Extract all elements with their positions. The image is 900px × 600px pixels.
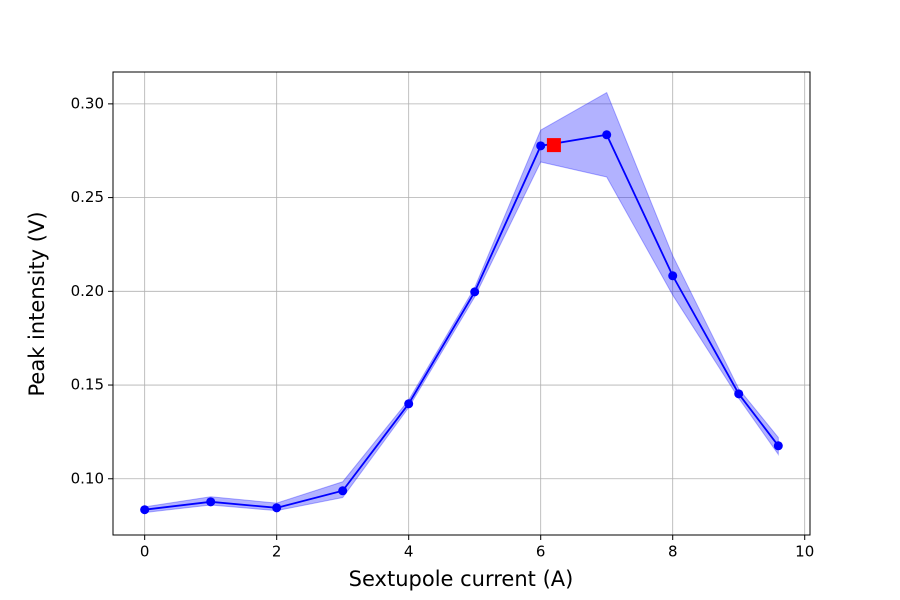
y-tick-label: 0.30 [71,94,104,112]
y-axis-label: Peak intensity (V) [25,211,49,396]
y-tick-label: 0.20 [71,282,104,300]
x-tick-label: 4 [404,543,414,561]
y-tick-label: 0.10 [71,469,104,487]
point [338,486,348,496]
highlight-marker [546,138,561,153]
plot-frame [112,71,811,536]
point [602,130,612,140]
point [773,441,783,451]
x-axis-label: Sextupole current (A) [349,567,574,591]
x-tick-label: 0 [140,543,150,561]
point [272,503,282,513]
point [470,287,480,297]
line [144,133,780,511]
x-tick-label: 10 [795,543,814,561]
point [734,389,744,399]
point [206,497,216,507]
point [668,271,678,281]
point [404,399,414,409]
x-tick-label: 2 [272,543,282,561]
y-tick-label: 0.25 [71,188,104,206]
point [536,141,546,151]
point [140,505,150,515]
error-band [144,91,779,514]
x-tick-label: 8 [668,543,678,561]
y-tick-label: 0.15 [71,376,104,394]
x-tick-label: 6 [536,543,546,561]
